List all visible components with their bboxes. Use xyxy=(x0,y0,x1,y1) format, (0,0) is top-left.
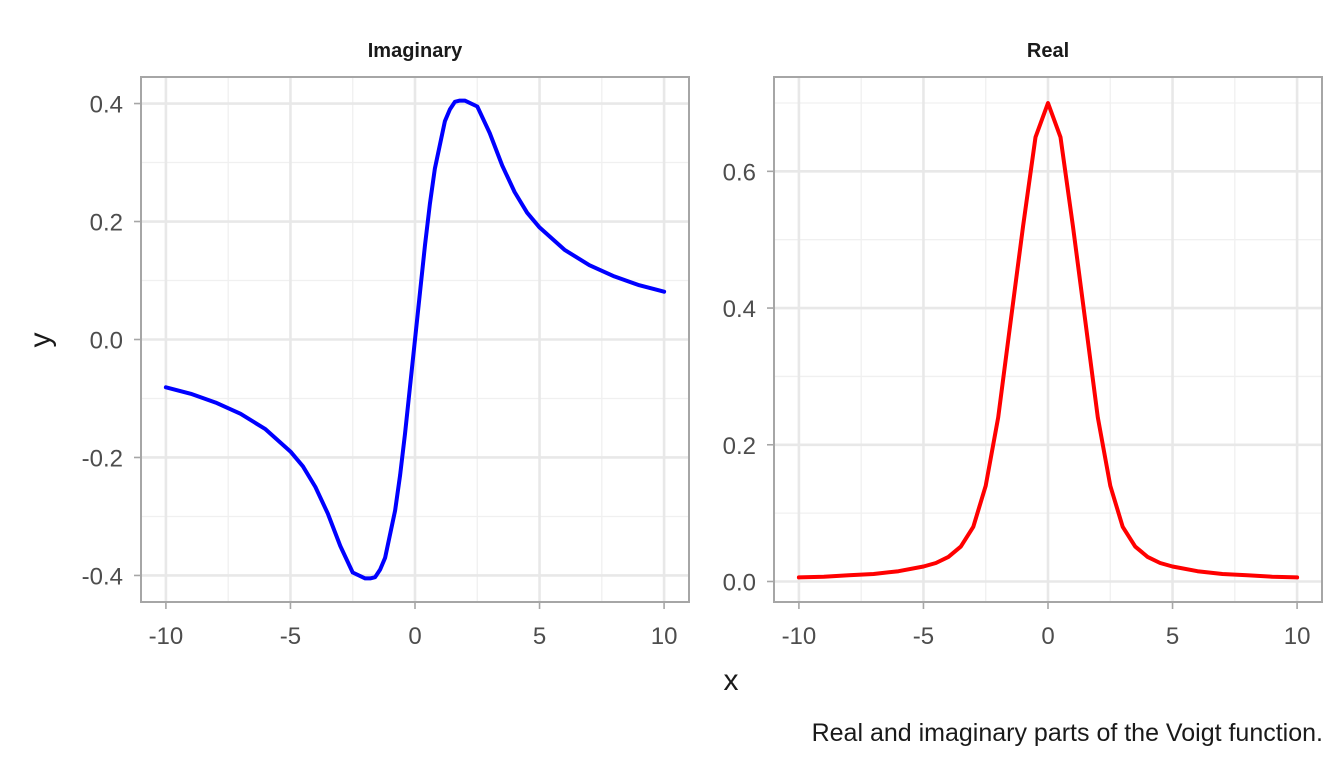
x-tick-label: 5 xyxy=(1166,623,1179,650)
x-tick-label: 10 xyxy=(1284,623,1311,650)
x-tick-label: 0 xyxy=(1041,623,1054,650)
y-tick-label: 0.4 xyxy=(723,296,756,323)
panel-real: -10 -5 0 5 10 0.0 0.2 0.4 0.6 Real xyxy=(723,40,1323,650)
x-tick-label: -5 xyxy=(280,623,301,650)
y-tick-label: 0.2 xyxy=(90,210,123,237)
x-tick-label: -5 xyxy=(913,623,934,650)
y-axis-title: y xyxy=(24,333,57,348)
series-line-0 xyxy=(796,101,1300,580)
figure-caption: Real and imaginary parts of the Voigt fu… xyxy=(812,719,1323,747)
panel-title: Imaginary xyxy=(368,40,463,62)
y-tick-label: 0.0 xyxy=(723,569,756,596)
x-axis-title: x xyxy=(724,664,739,697)
x-tick-label: 0 xyxy=(408,623,421,650)
y-tick-label: 0.0 xyxy=(90,328,123,355)
series-line-0 xyxy=(163,98,667,581)
y-tick-label: 0.6 xyxy=(723,159,756,186)
x-tick-label: 10 xyxy=(651,623,678,650)
x-tick-label: -10 xyxy=(149,623,184,650)
panel-imaginary: -10 -5 0 5 10 -0.4 -0.2 0.0 0.2 0.4 Imaginary xyxy=(82,40,690,650)
y-tick-label: -0.2 xyxy=(82,445,123,472)
panel-title: Real xyxy=(1027,40,1069,62)
y-tick-label: 0.2 xyxy=(723,433,756,460)
y-tick-label: 0.4 xyxy=(90,92,123,119)
x-tick-label: 5 xyxy=(533,623,546,650)
x-tick-label: -10 xyxy=(782,623,817,650)
y-tick-label: -0.4 xyxy=(82,563,123,590)
